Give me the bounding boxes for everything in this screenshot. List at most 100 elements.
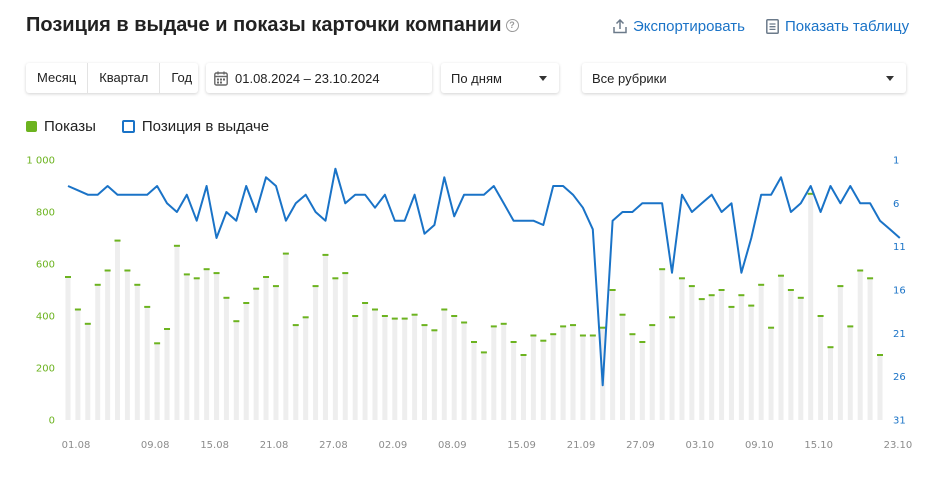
- x-tick-label: 23.10: [884, 440, 913, 451]
- views-marker: [332, 277, 339, 280]
- views-marker: [144, 305, 151, 308]
- views-bar: [362, 303, 368, 420]
- views-bar: [65, 277, 71, 420]
- views-marker: [213, 272, 220, 275]
- period-month-button[interactable]: Месяц: [26, 63, 89, 93]
- views-bar: [124, 270, 130, 420]
- views-marker: [490, 325, 497, 328]
- views-marker: [560, 325, 567, 328]
- views-marker: [510, 341, 517, 343]
- views-marker: [589, 334, 596, 337]
- views-bar: [738, 295, 744, 420]
- views-marker: [233, 320, 240, 323]
- legend-item-views[interactable]: Показы: [26, 118, 96, 135]
- date-range-value: 01.08.2024 – 23.10.2024: [235, 70, 380, 86]
- views-bar: [95, 284, 101, 420]
- views-marker: [272, 285, 279, 288]
- views-bar: [659, 269, 665, 420]
- views-marker: [837, 285, 844, 288]
- views-marker: [302, 316, 309, 319]
- views-bar: [827, 347, 833, 420]
- views-bar: [669, 317, 675, 420]
- views-bar: [342, 273, 348, 420]
- views-marker: [599, 326, 606, 329]
- views-bar: [461, 322, 467, 420]
- views-bar: [699, 299, 705, 420]
- legend-item-position[interactable]: Позиция в выдаче: [121, 118, 270, 135]
- views-marker: [173, 244, 180, 247]
- views-bar: [164, 329, 170, 420]
- views-marker: [94, 283, 101, 286]
- legend-label-views: Показы: [44, 118, 96, 135]
- y-right-tick-label: 16: [893, 286, 906, 297]
- views-bar: [441, 309, 447, 420]
- views-bar: [560, 326, 566, 420]
- views-marker: [381, 315, 388, 317]
- views-bar: [303, 317, 309, 420]
- views-bar: [580, 335, 586, 420]
- y-left-tick-label: 400: [36, 312, 55, 323]
- views-marker: [114, 239, 121, 242]
- show-table-button[interactable]: Показать таблицу: [766, 18, 909, 35]
- views-bar: [540, 340, 546, 420]
- period-year-button[interactable]: Год: [171, 70, 193, 85]
- views-marker: [203, 268, 210, 271]
- x-tick-label: 09.08: [141, 440, 170, 451]
- views-marker: [411, 313, 418, 316]
- views-bar: [590, 335, 596, 420]
- views-bar: [144, 306, 150, 420]
- grouping-select[interactable]: По дням: [441, 63, 559, 93]
- views-marker: [322, 253, 329, 256]
- date-range-picker[interactable]: 01.08.2024 – 23.10.2024: [206, 63, 432, 93]
- views-bar: [689, 286, 695, 420]
- views-bar: [847, 326, 853, 420]
- legend-swatch-position: [121, 120, 135, 133]
- x-tick-label: 08.09: [438, 440, 467, 451]
- views-marker: [183, 273, 190, 276]
- views-bar: [421, 325, 427, 420]
- x-tick-label: 27.09: [626, 440, 655, 451]
- views-marker: [777, 274, 784, 277]
- views-bar: [620, 314, 626, 420]
- period-quarter-button[interactable]: Квартал: [88, 63, 161, 93]
- views-marker: [758, 283, 765, 286]
- views-marker: [362, 302, 369, 304]
- views-marker: [193, 277, 200, 280]
- views-bar: [134, 284, 140, 420]
- views-bar: [322, 254, 328, 420]
- views-bar: [748, 305, 754, 420]
- views-marker: [609, 289, 616, 291]
- views-marker: [371, 308, 378, 311]
- rubric-select[interactable]: Все рубрики: [582, 63, 906, 93]
- chevron-down-icon: [539, 76, 547, 81]
- views-marker: [698, 298, 705, 301]
- y-left-tick-label: 1 000: [26, 156, 55, 167]
- views-bar: [283, 253, 289, 420]
- views-marker: [867, 277, 874, 280]
- views-marker: [669, 316, 676, 319]
- views-marker: [629, 333, 636, 336]
- views-marker: [282, 252, 289, 255]
- views-marker: [570, 324, 577, 327]
- views-bar: [154, 343, 160, 420]
- views-bar: [501, 323, 507, 420]
- views-bar: [679, 278, 685, 420]
- x-tick-label: 21.09: [567, 440, 596, 451]
- period-selector: Месяц Квартал Год: [26, 63, 198, 93]
- legend-label-position: Позиция в выдаче: [141, 118, 270, 135]
- y-left-tick-label: 0: [49, 416, 55, 427]
- chevron-down-icon: [886, 76, 894, 81]
- views-bar: [332, 278, 338, 420]
- views-bar: [818, 316, 824, 420]
- views-bar: [521, 355, 527, 420]
- views-marker: [540, 339, 547, 342]
- views-bar: [233, 321, 239, 420]
- export-button[interactable]: Экспортировать: [613, 18, 745, 35]
- views-marker: [342, 272, 349, 275]
- views-bar: [788, 290, 794, 420]
- y-right-tick-label: 11: [893, 242, 906, 253]
- views-bar: [214, 273, 220, 420]
- views-bar: [184, 274, 190, 420]
- help-icon[interactable]: ?: [505, 19, 519, 32]
- views-bar: [808, 193, 814, 420]
